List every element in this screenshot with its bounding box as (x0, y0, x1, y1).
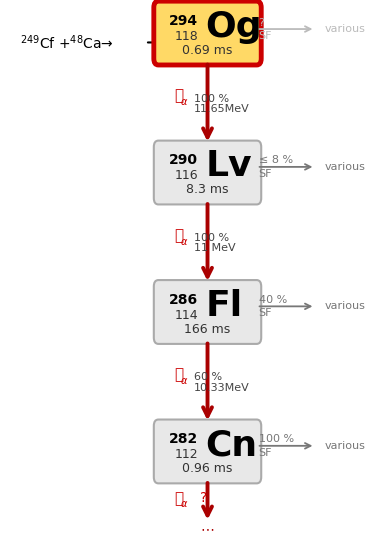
Text: 286: 286 (169, 293, 198, 307)
Text: Lv: Lv (206, 150, 252, 184)
Text: SF: SF (259, 448, 272, 458)
Text: ?: ? (259, 18, 264, 28)
FancyBboxPatch shape (154, 140, 261, 205)
Text: α: α (181, 500, 187, 509)
Text: 290: 290 (169, 153, 198, 167)
Text: Ⓐ: Ⓐ (174, 491, 184, 506)
Text: Ⓐ: Ⓐ (174, 89, 184, 104)
Text: 8.3 ms: 8.3 ms (186, 184, 229, 197)
Text: Fl: Fl (206, 289, 243, 323)
Text: various: various (325, 301, 366, 312)
Text: 114: 114 (174, 308, 198, 321)
Text: 60 %: 60 % (194, 372, 223, 382)
Text: 294: 294 (169, 14, 198, 28)
Text: α: α (181, 237, 187, 247)
Text: various: various (325, 441, 366, 451)
Text: 112: 112 (174, 448, 198, 461)
Text: ≤ 8 %: ≤ 8 % (259, 156, 293, 165)
Text: Og: Og (206, 10, 262, 44)
Text: SF: SF (259, 169, 272, 179)
Text: 100 %: 100 % (259, 434, 294, 444)
Text: SF: SF (259, 31, 272, 41)
Text: 11 MeV: 11 MeV (194, 244, 236, 253)
Text: α: α (181, 97, 187, 107)
Text: 11.65MeV: 11.65MeV (194, 105, 250, 114)
Text: 40 %: 40 % (259, 295, 287, 305)
Text: 116: 116 (174, 169, 198, 182)
Text: ?: ? (200, 491, 207, 505)
Text: 100 %: 100 % (194, 233, 229, 242)
Text: Ⓐ: Ⓐ (174, 368, 184, 382)
FancyBboxPatch shape (154, 420, 261, 483)
Text: 0.69 ms: 0.69 ms (182, 44, 233, 57)
Text: SF: SF (259, 308, 272, 318)
Text: Cn: Cn (206, 428, 258, 462)
FancyBboxPatch shape (154, 280, 261, 344)
FancyBboxPatch shape (154, 1, 261, 65)
Text: 100 %: 100 % (194, 94, 229, 104)
Text: various: various (325, 24, 366, 34)
Text: ⋯: ⋯ (200, 522, 215, 536)
Text: 166 ms: 166 ms (184, 323, 231, 336)
Text: $^{249}$Cf +$^{48}$Ca→: $^{249}$Cf +$^{48}$Ca→ (20, 33, 114, 52)
Text: various: various (325, 162, 366, 172)
Text: 282: 282 (169, 432, 198, 446)
Text: 118: 118 (174, 30, 198, 43)
Text: α: α (181, 376, 187, 386)
Text: Ⓐ: Ⓐ (174, 228, 184, 243)
Text: 0.96 ms: 0.96 ms (182, 462, 233, 475)
Text: 10.33MeV: 10.33MeV (194, 383, 250, 393)
